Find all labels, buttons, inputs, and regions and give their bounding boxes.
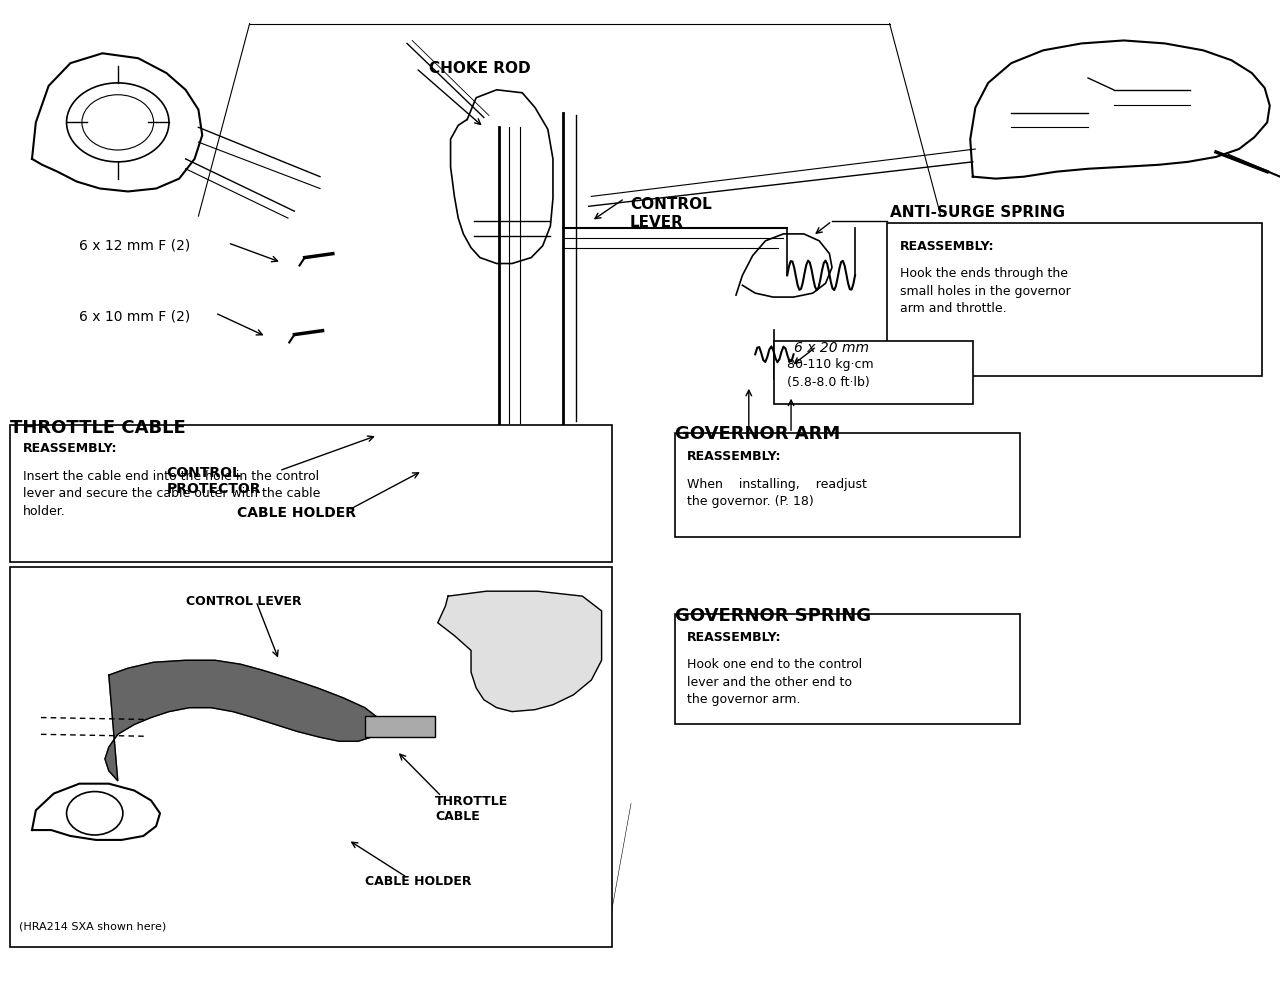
Bar: [10, 567, 612, 947]
Text: 6 x 10 mm F (2): 6 x 10 mm F (2): [79, 310, 191, 323]
Polygon shape: [438, 592, 602, 712]
Text: THROTTLE CABLE: THROTTLE CABLE: [10, 419, 186, 437]
Text: CONTROL
LEVER: CONTROL LEVER: [630, 197, 712, 230]
Text: CABLE HOLDER: CABLE HOLDER: [365, 875, 471, 887]
Text: Hook the ends through the
small holes in the governor
arm and throttle.: Hook the ends through the small holes in…: [900, 267, 1070, 316]
Bar: [365, 716, 435, 738]
Text: GOVERNOR ARM: GOVERNOR ARM: [675, 425, 840, 443]
Text: CHOKE ROD: CHOKE ROD: [429, 61, 530, 76]
Text: CONTROL
PROTECTOR: CONTROL PROTECTOR: [166, 465, 261, 496]
Text: (HRA214 SXA shown here): (HRA214 SXA shown here): [19, 921, 166, 931]
Text: GOVERNOR SPRING: GOVERNOR SPRING: [675, 606, 870, 624]
Text: 6 x 12 mm F (2): 6 x 12 mm F (2): [79, 239, 191, 252]
Text: 6 x 20 mm: 6 x 20 mm: [794, 340, 869, 354]
Text: CABLE HOLDER: CABLE HOLDER: [237, 506, 356, 520]
Bar: [675, 614, 1020, 725]
Bar: [887, 224, 1262, 377]
Text: Hook one end to the control
lever and the other end to
the governor arm.: Hook one end to the control lever and th…: [687, 658, 863, 706]
Text: REASSEMBLY:: REASSEMBLY:: [900, 240, 995, 252]
Bar: [10, 426, 612, 562]
Text: Insert the cable end into the hole in the control
lever and secure the cable out: Insert the cable end into the hole in th…: [23, 469, 320, 518]
Text: REASSEMBLY:: REASSEMBLY:: [23, 442, 118, 455]
Text: REASSEMBLY:: REASSEMBLY:: [687, 450, 782, 462]
Text: THROTTLE
CABLE: THROTTLE CABLE: [435, 794, 508, 821]
Text: CONTROL LEVER: CONTROL LEVER: [186, 595, 301, 607]
Text: REASSEMBLY:: REASSEMBLY:: [687, 630, 782, 643]
Bar: [675, 434, 1020, 537]
Bar: [12, 842, 611, 946]
Text: When    installing,    readjust
the governor. (P. 18): When installing, readjust the governor. …: [687, 477, 868, 508]
Text: ANTI-SURGE SPRING: ANTI-SURGE SPRING: [890, 205, 1065, 220]
Text: 80-110 kg·cm
(5.8-8.0 ft·lb): 80-110 kg·cm (5.8-8.0 ft·lb): [787, 358, 874, 388]
Bar: [774, 342, 973, 404]
Polygon shape: [105, 661, 381, 781]
